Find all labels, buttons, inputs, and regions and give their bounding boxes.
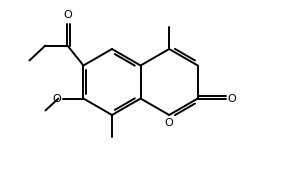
Text: O: O	[63, 11, 72, 21]
Text: O: O	[165, 118, 174, 128]
Text: O: O	[228, 94, 236, 104]
Text: O: O	[53, 94, 61, 104]
